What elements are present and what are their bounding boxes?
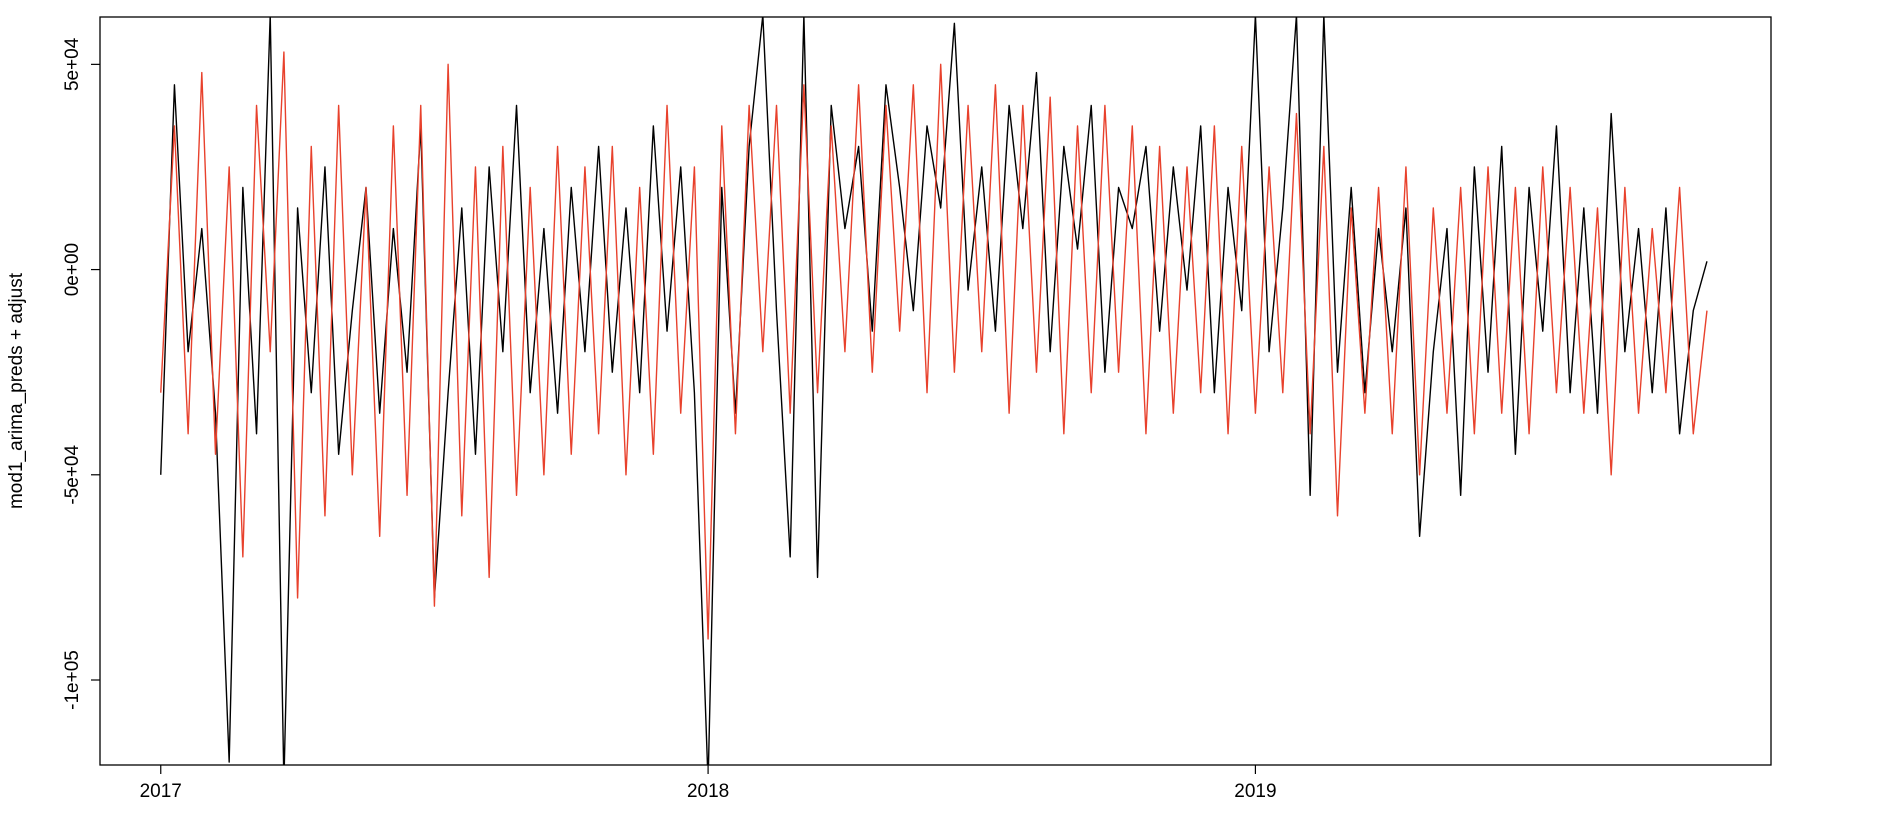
x-tick-label: 2017 (140, 781, 182, 802)
series-line (160, 51, 1708, 640)
y-tick-label: -5e+04 (62, 445, 83, 505)
y-axis-label: mod1_arima_preds + adjust (6, 272, 27, 509)
plot-frame (99, 16, 1772, 766)
y-tick-label: 5e+04 (62, 37, 83, 91)
plot-area (160, 17, 1708, 765)
x-tick-label: 2018 (687, 781, 729, 802)
y-tick-label: -1e+05 (62, 650, 83, 710)
y-tick-label: 0e+00 (62, 243, 83, 296)
x-tick-label: 2019 (1234, 781, 1276, 802)
